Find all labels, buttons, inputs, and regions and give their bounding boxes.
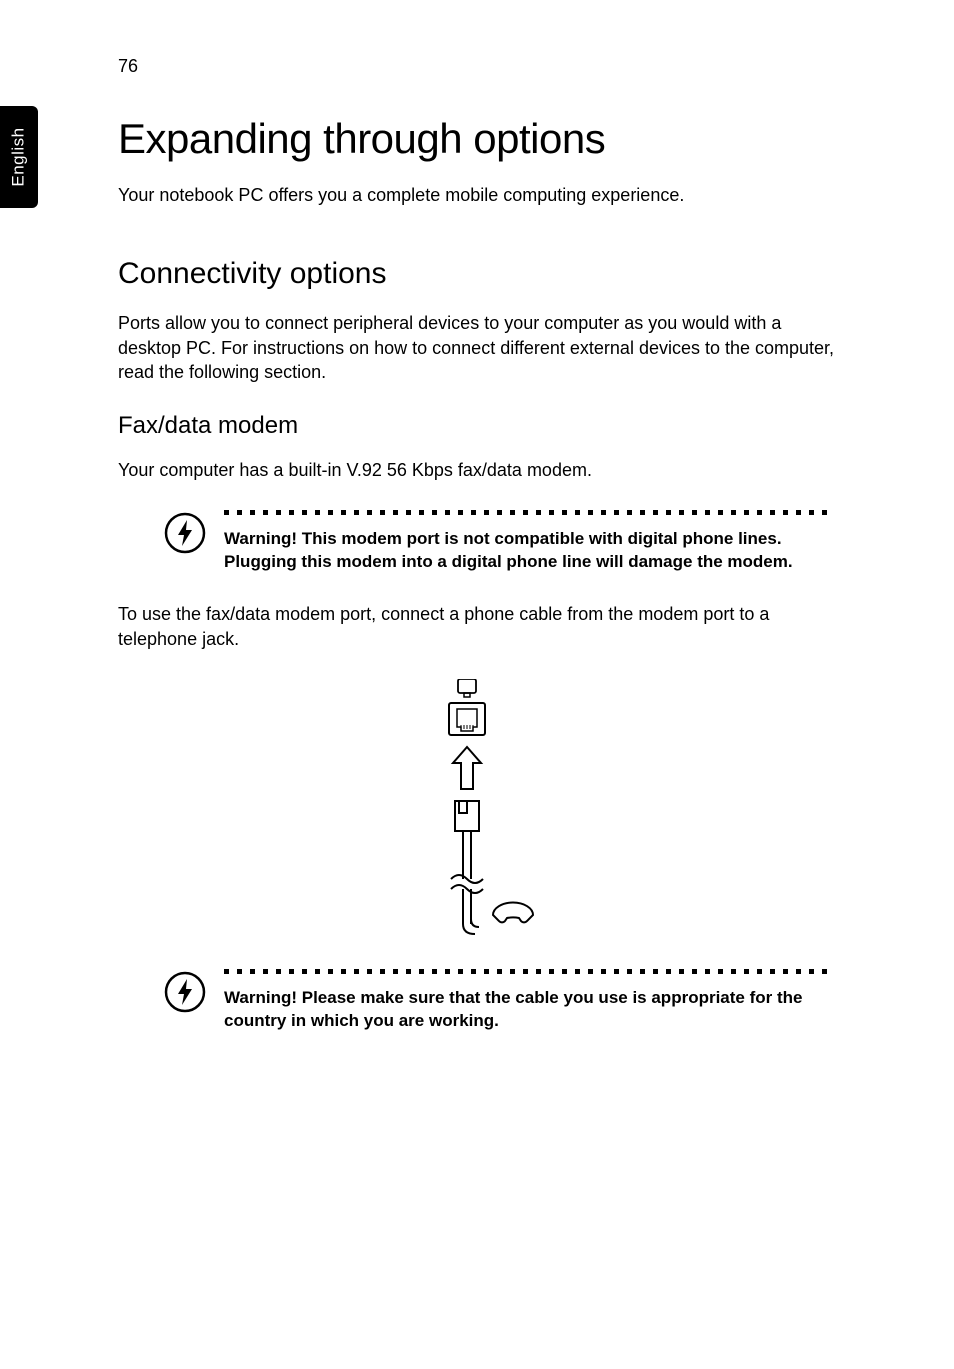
lightning-icon <box>164 971 206 1018</box>
dotted-divider <box>224 969 838 977</box>
warning-block-2: Warning! Please make sure that the cable… <box>118 969 838 1033</box>
modem-cable-illustration <box>413 679 543 949</box>
intro-paragraph: Your notebook PC offers you a complete m… <box>118 183 838 207</box>
use-paragraph: To use the fax/data modem port, connect … <box>118 602 838 651</box>
heading-3: Fax/data modem <box>118 412 838 440</box>
ports-paragraph: Ports allow you to connect peripheral de… <box>118 311 838 384</box>
warning-text-2: Warning! Please make sure that the cable… <box>224 987 838 1033</box>
language-tab: English <box>0 106 38 208</box>
modem-paragraph: Your computer has a built-in V.92 56 Kbp… <box>118 458 838 482</box>
warning-content-1: Warning! This modem port is not compatib… <box>224 510 838 574</box>
dotted-divider <box>224 510 838 518</box>
warning-block-1: Warning! This modem port is not compatib… <box>118 510 838 574</box>
warning-text-1: Warning! This modem port is not compatib… <box>224 528 838 574</box>
heading-2: Connectivity options <box>118 257 838 291</box>
warning-content-2: Warning! Please make sure that the cable… <box>224 969 838 1033</box>
lightning-icon <box>164 512 206 559</box>
page-number: 76 <box>118 56 838 77</box>
cable-diagram <box>118 679 838 949</box>
heading-1: Expanding through options <box>118 115 838 163</box>
language-tab-label: English <box>9 127 29 186</box>
page-content: 76 Expanding through options Your notebo… <box>118 56 838 1061</box>
